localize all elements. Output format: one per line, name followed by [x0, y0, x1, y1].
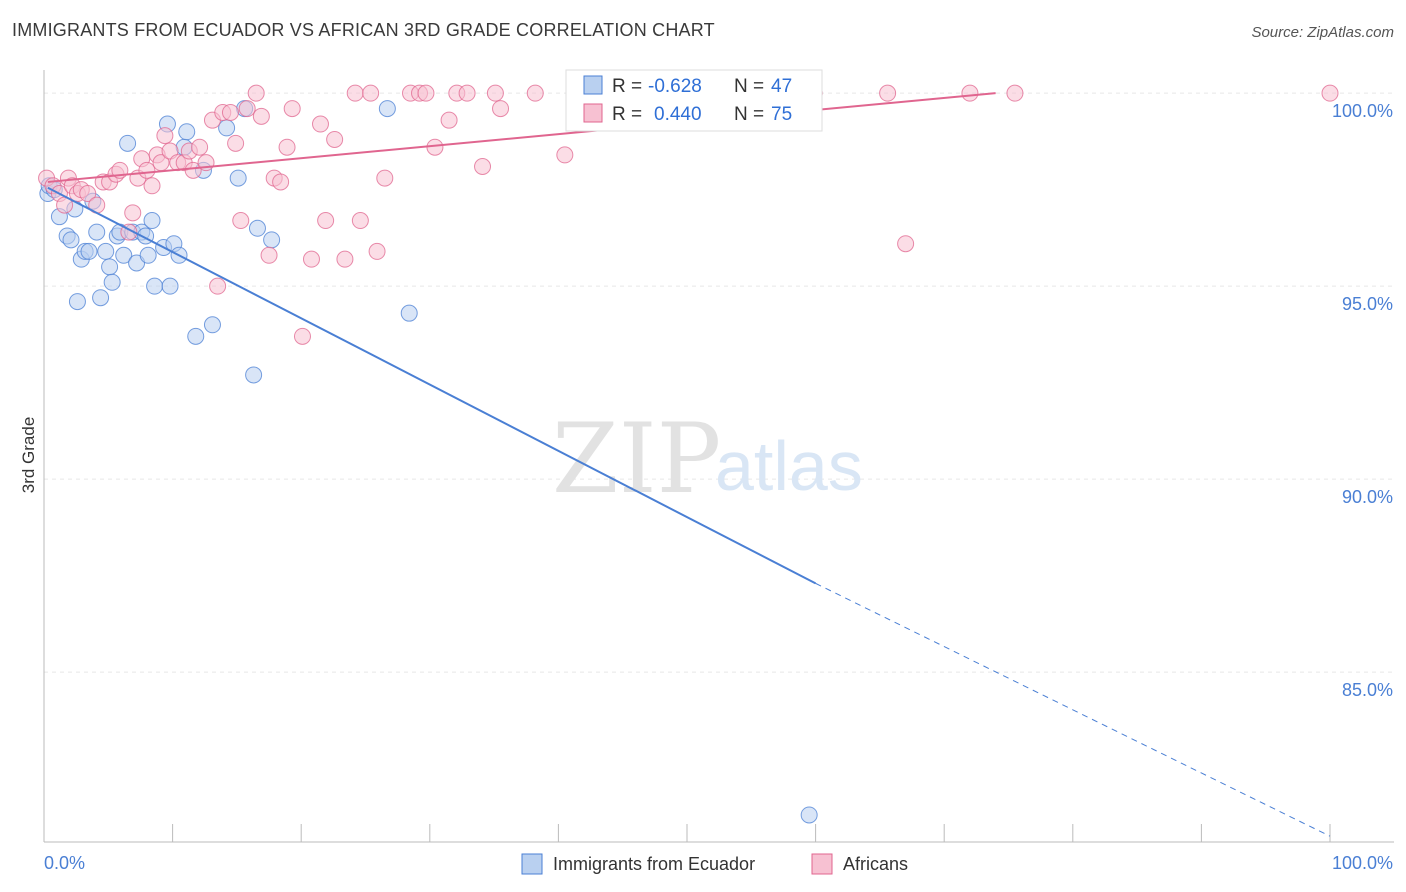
point-africans	[233, 213, 249, 229]
x-tick-label-min: 0.0%	[44, 853, 85, 873]
point-ecuador	[147, 278, 163, 294]
point-africans	[337, 251, 353, 267]
stats-n-value-ecuador: 47	[771, 76, 792, 97]
y-tick-label: 100.0%	[1332, 101, 1393, 121]
point-ecuador	[89, 224, 105, 240]
legend-swatch-africans	[812, 854, 832, 874]
point-africans	[1007, 85, 1023, 101]
point-ecuador	[98, 243, 114, 259]
point-ecuador	[140, 247, 156, 263]
point-africans	[248, 85, 264, 101]
point-ecuador	[264, 232, 280, 248]
legend-swatch-ecuador	[522, 854, 542, 874]
point-ecuador	[188, 328, 204, 344]
point-ecuador	[204, 317, 220, 333]
point-ecuador	[246, 367, 262, 383]
point-africans	[369, 243, 385, 259]
point-africans	[192, 139, 208, 155]
point-ecuador	[81, 243, 97, 259]
point-africans	[303, 251, 319, 267]
point-africans	[157, 128, 173, 144]
point-africans	[898, 236, 914, 252]
trend-line-ecuador-extrapolated	[816, 583, 1330, 836]
point-africans	[125, 205, 141, 221]
watermark: ZIP atlas	[552, 403, 863, 515]
stats-r-value-africans: 0.440	[654, 104, 702, 125]
point-ecuador	[249, 220, 265, 236]
point-ecuador	[230, 170, 246, 186]
series-legend: Immigrants from Ecuador Africans	[522, 854, 908, 874]
point-africans	[253, 108, 269, 124]
point-ecuador	[63, 232, 79, 248]
y-tick-label: 90.0%	[1342, 487, 1393, 507]
point-africans	[363, 85, 379, 101]
stats-r-value-ecuador: -0.628	[648, 76, 702, 97]
point-africans	[347, 85, 363, 101]
stats-legend: R = -0.628 N = 47 R = 0.440 N = 75	[566, 70, 822, 131]
stats-n-label-africans: N =	[734, 104, 764, 125]
stats-n-label-ecuador: N =	[734, 76, 764, 97]
stats-n-value-africans: 75	[771, 104, 792, 125]
point-africans	[377, 170, 393, 186]
trend-line-ecuador	[48, 188, 816, 584]
point-ecuador	[179, 124, 195, 140]
point-africans	[1322, 85, 1338, 101]
point-africans	[318, 213, 334, 229]
point-africans	[228, 135, 244, 151]
point-ecuador	[93, 290, 109, 306]
point-africans	[527, 85, 543, 101]
point-africans	[210, 278, 226, 294]
point-africans	[261, 247, 277, 263]
point-africans	[312, 116, 328, 132]
point-africans	[880, 85, 896, 101]
point-africans	[459, 85, 475, 101]
scatter-plot: ZIP atlas 100.0% 95.0% 90.0% 85.0% 3rd Grad…	[0, 0, 1406, 892]
point-africans	[239, 101, 255, 117]
point-ecuador	[219, 120, 235, 136]
point-ecuador	[102, 259, 118, 275]
point-africans	[294, 328, 310, 344]
point-africans	[487, 85, 503, 101]
point-africans	[284, 101, 300, 117]
point-ecuador	[162, 278, 178, 294]
stats-r-label-ecuador: R =	[612, 76, 642, 97]
point-ecuador	[801, 807, 817, 823]
point-africans	[327, 131, 343, 147]
y-tick-label: 95.0%	[1342, 294, 1393, 314]
point-africans	[222, 104, 238, 120]
legend-label-ecuador: Immigrants from Ecuador	[553, 854, 755, 874]
stats-r-label-africans: R =	[612, 104, 642, 125]
y-tick-labels: 100.0% 95.0% 90.0% 85.0%	[1332, 101, 1393, 700]
y-tick-label: 85.0%	[1342, 680, 1393, 700]
gridlines	[44, 93, 1394, 672]
point-africans	[557, 147, 573, 163]
stats-swatch-ecuador	[584, 76, 602, 94]
point-africans	[962, 85, 978, 101]
point-africans	[441, 112, 457, 128]
point-africans	[418, 85, 434, 101]
point-ecuador	[401, 305, 417, 321]
watermark-atlas: atlas	[715, 427, 863, 505]
point-africans	[493, 101, 509, 117]
point-africans	[273, 174, 289, 190]
point-africans	[352, 213, 368, 229]
point-ecuador	[69, 294, 85, 310]
point-ecuador	[144, 213, 160, 229]
watermark-zip: ZIP	[552, 403, 721, 515]
point-africans	[139, 162, 155, 178]
y-axis-label: 3rd Grade	[19, 417, 38, 494]
point-ecuador	[104, 274, 120, 290]
legend-label-africans: Africans	[843, 854, 908, 874]
point-africans	[279, 139, 295, 155]
stats-swatch-africans	[584, 104, 602, 122]
point-africans	[475, 159, 491, 175]
point-africans	[144, 178, 160, 194]
point-ecuador	[379, 101, 395, 117]
x-tick-label-max: 100.0%	[1332, 853, 1393, 873]
point-ecuador	[120, 135, 136, 151]
